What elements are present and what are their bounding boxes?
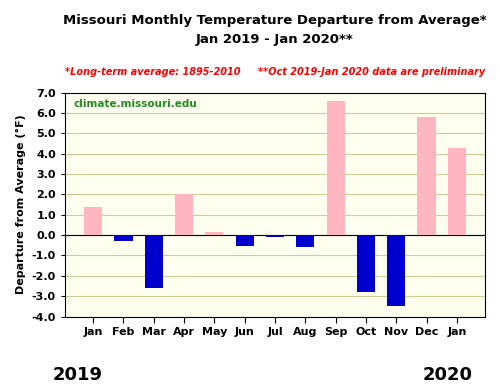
Bar [84,207,102,235]
Bar [448,147,466,235]
Text: **Oct 2019-Jan 2020 data are preliminary: **Oct 2019-Jan 2020 data are preliminary [258,67,485,77]
Bar [387,235,406,306]
Bar [266,235,284,237]
Bar [236,235,254,246]
Y-axis label: Departure from Average (°F): Departure from Average (°F) [16,115,26,295]
Text: *Long-term average: 1895-2010: *Long-term average: 1895-2010 [65,67,240,77]
Text: 2020: 2020 [422,366,472,384]
Bar [418,117,436,235]
Bar [296,235,314,247]
Bar [175,195,193,235]
Text: climate.missouri.edu: climate.missouri.edu [74,99,197,109]
Text: Jan 2019 - Jan 2020**: Jan 2019 - Jan 2020** [196,33,354,46]
Text: 2019: 2019 [52,366,102,384]
Bar [144,235,163,288]
Text: Missouri Monthly Temperature Departure from Average*: Missouri Monthly Temperature Departure f… [63,14,487,27]
Bar [206,232,224,235]
Bar [357,235,375,292]
Bar [326,101,344,235]
Bar [114,235,132,241]
